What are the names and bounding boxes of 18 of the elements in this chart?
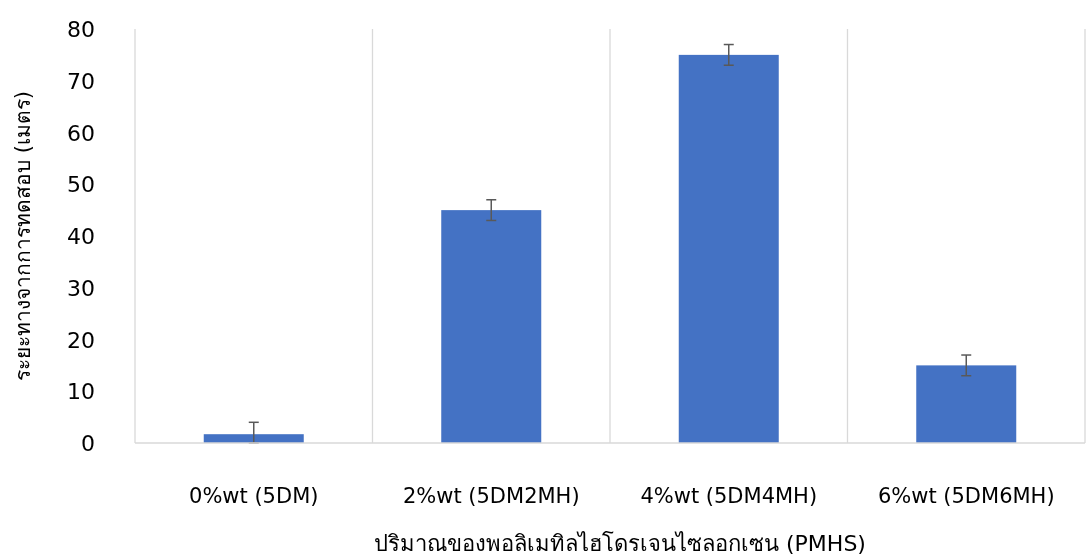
bar (916, 365, 1017, 443)
y-tick-label: 80 (67, 17, 95, 42)
y-tick-label: 40 (67, 224, 95, 249)
x-tick-label: 2%wt (5DM2MH) (402, 484, 580, 508)
y-tick-label: 0 (81, 431, 95, 456)
y-tick-label: 60 (67, 120, 95, 146)
y-tick-label: 20 (67, 327, 95, 353)
x-axis-title: ปริมาณของพอลิเมทิลไฮโดรเจนไซลอกเซน (PMHS) (374, 531, 866, 556)
y-tick-label: 50 (67, 172, 95, 198)
bar (441, 210, 542, 443)
x-tick-label: 6%wt (5DM6MH) (877, 484, 1055, 508)
y-axis-title: ระยะทางจากการทดสอบ (เมตร) (11, 90, 35, 382)
y-tick-label: 30 (67, 275, 95, 301)
x-tick-label: 0%wt (5DM) (189, 484, 319, 508)
y-tick-label: 70 (67, 68, 95, 94)
y-tick-label: 10 (67, 379, 95, 405)
bar (678, 54, 779, 443)
x-tick-label: 4%wt (5DM4MH) (640, 484, 818, 508)
